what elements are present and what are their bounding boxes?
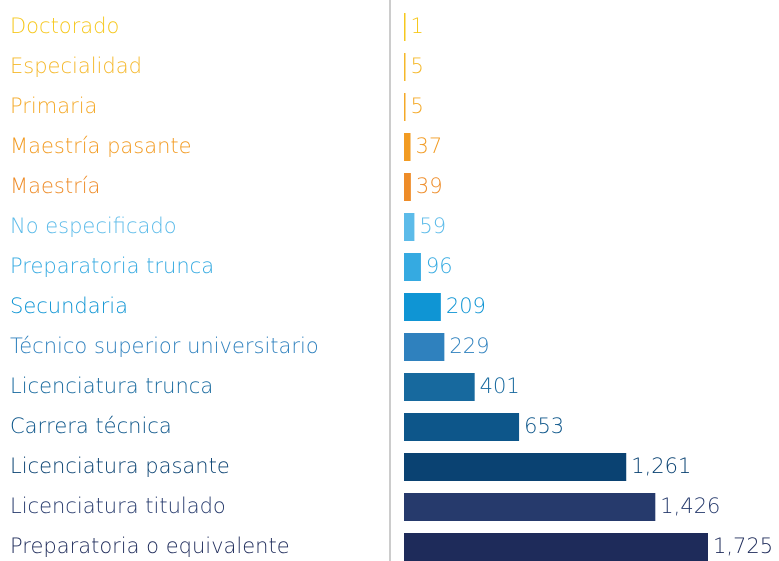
bar [404, 533, 708, 561]
bar [404, 373, 475, 401]
value-label: 1,725 [713, 534, 773, 558]
bar [404, 453, 627, 481]
category-label: Maestría [10, 174, 100, 198]
value-label: 209 [446, 294, 486, 318]
category-label: Primaria [10, 94, 97, 118]
category-label: Técnico superior universitario [10, 334, 319, 358]
value-label: 37 [416, 134, 443, 158]
bar [404, 493, 656, 521]
bar [404, 93, 406, 121]
value-label: 1,261 [631, 454, 691, 478]
value-label: 59 [419, 214, 446, 238]
bar [404, 13, 406, 41]
value-label: 653 [524, 414, 564, 438]
value-label: 39 [416, 174, 443, 198]
bar [404, 133, 411, 161]
bar [404, 413, 520, 441]
category-label: Licenciatura titulado [10, 494, 226, 518]
category-label: Maestría pasante [10, 134, 192, 158]
bar [404, 253, 421, 281]
category-label: Licenciatura trunca [10, 374, 213, 398]
value-label: 401 [480, 374, 520, 398]
category-label: Preparatoria trunca [10, 254, 214, 278]
category-label: Doctorado [10, 14, 119, 38]
category-label: Secundaria [10, 294, 128, 318]
value-label: 5 [411, 54, 424, 78]
value-label: 1,426 [660, 494, 720, 518]
bar [404, 53, 406, 81]
category-label: Carrera técnica [10, 414, 172, 438]
category-label: No especificado [10, 214, 177, 238]
bar [404, 333, 445, 361]
category-label: Especialidad [10, 54, 142, 78]
category-label: Preparatoria o equivalente [10, 534, 290, 558]
value-label: 96 [426, 254, 453, 278]
value-label: 1 [411, 14, 424, 38]
bar [404, 293, 441, 321]
value-label: 5 [411, 94, 424, 118]
value-label: 229 [449, 334, 489, 358]
bar [404, 173, 411, 201]
bar [404, 213, 415, 241]
category-label: Licenciatura pasante [10, 454, 230, 478]
